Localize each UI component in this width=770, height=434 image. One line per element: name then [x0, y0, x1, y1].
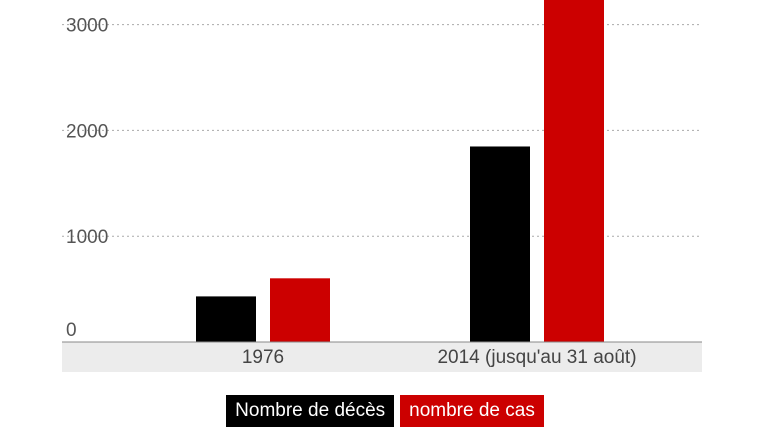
y-tick-label: 0 — [66, 320, 77, 341]
legend: Nombre de décès nombre de cas — [0, 395, 770, 427]
bar-deces-1 — [470, 146, 530, 342]
bar-deces-0 — [196, 296, 256, 342]
gridlines — [62, 24, 702, 237]
legend-item-deces: Nombre de décès — [226, 395, 395, 427]
x-tick-label: 2014 (jusqu'au 31 août) — [437, 347, 636, 368]
x-axis-labels: 1976 2014 (jusqu'au 31 août) — [242, 347, 637, 368]
y-tick-label: 3000 — [66, 16, 108, 37]
x-axis-band — [62, 342, 702, 372]
bar-cas-1 — [544, 0, 604, 342]
x-tick-label: 1976 — [242, 347, 284, 368]
y-tick-label: 1000 — [66, 227, 108, 248]
y-tick-label: 2000 — [66, 121, 108, 142]
legend-item-cas: nombre de cas — [400, 395, 544, 427]
bars — [196, 0, 604, 342]
bar-cas-0 — [270, 278, 330, 342]
y-axis-ticks: 0 1000 2000 3000 — [66, 16, 108, 341]
